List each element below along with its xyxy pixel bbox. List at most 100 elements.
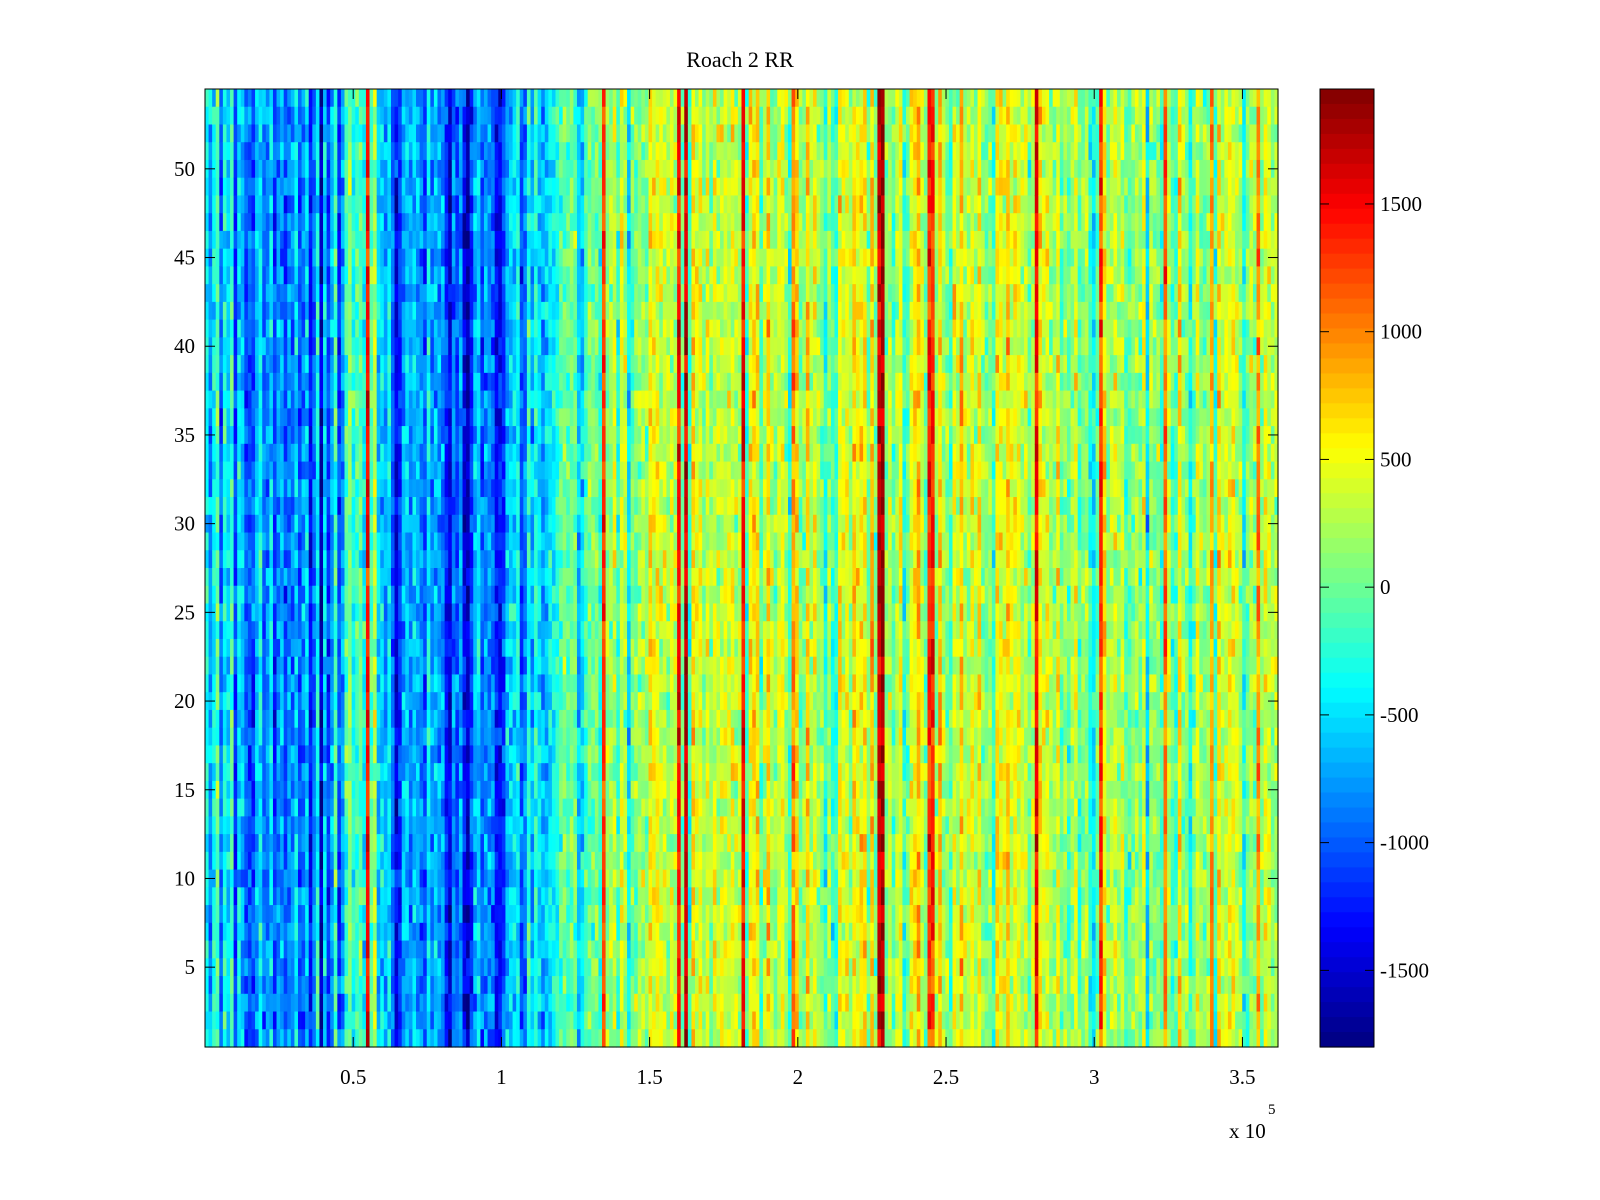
heatmap-cell	[373, 976, 378, 995]
heatmap-cell	[294, 692, 299, 711]
heatmap-cell	[255, 976, 260, 995]
heatmap-cell	[251, 177, 256, 197]
heatmap-cell	[408, 550, 414, 569]
heatmap-cell	[294, 284, 299, 303]
heatmap-cell	[362, 887, 367, 906]
heatmap-cell	[448, 674, 453, 693]
heatmap-cell	[208, 301, 213, 321]
heatmap-cell	[344, 780, 349, 800]
heatmap-cell	[240, 301, 245, 321]
heatmap-cell	[319, 958, 324, 977]
heatmap-cell	[423, 585, 428, 605]
heatmap-cell	[294, 461, 299, 480]
heatmap-cell	[265, 337, 270, 356]
heatmap-cell	[251, 763, 256, 782]
heatmap-cell	[376, 1029, 381, 1048]
heatmap-cell	[226, 958, 231, 977]
heatmap-cell	[405, 124, 410, 143]
heatmap-cell	[380, 816, 385, 835]
heatmap-cell	[272, 337, 278, 356]
heatmap-cell	[398, 638, 403, 658]
heatmap-cell	[219, 674, 224, 693]
heatmap-cell	[333, 674, 338, 693]
heatmap-cell	[337, 621, 342, 640]
heatmap-cell	[509, 195, 514, 214]
heatmap-cell	[230, 355, 235, 374]
heatmap-cell	[308, 709, 313, 729]
heatmap-cell	[219, 408, 224, 427]
heatmap-cell	[501, 1029, 507, 1048]
heatmap-cell	[426, 958, 431, 977]
heatmap-column	[297, 89, 303, 1048]
heatmap-cell	[373, 177, 378, 197]
heatmap-cell	[272, 621, 278, 640]
heatmap-cell	[355, 976, 360, 995]
heatmap-cell	[416, 337, 421, 356]
heatmap-cell	[412, 976, 417, 995]
heatmap-cell	[512, 621, 517, 640]
heatmap-cell	[441, 337, 446, 356]
heatmap-cell	[398, 834, 403, 853]
heatmap-cell	[476, 461, 482, 480]
heatmap-cell	[509, 745, 514, 764]
heatmap-cell	[269, 1011, 274, 1030]
heatmap-cell	[423, 1029, 428, 1048]
heatmap-cell	[466, 940, 471, 959]
heatmap-cell	[419, 709, 424, 729]
heatmap-cell	[280, 692, 285, 711]
heatmap-cell	[358, 1029, 363, 1048]
heatmap-cell	[344, 461, 349, 480]
heatmap-cell	[473, 1011, 478, 1030]
heatmap-cell	[297, 301, 303, 321]
heatmap-cell	[237, 816, 242, 835]
heatmap-cell	[215, 887, 220, 906]
heatmap-cell	[423, 851, 428, 871]
heatmap-cell	[498, 993, 503, 1013]
heatmap-cell	[297, 390, 303, 409]
heatmap-cell	[305, 727, 310, 747]
heatmap-cell	[416, 124, 421, 143]
heatmap-cell	[516, 266, 521, 285]
heatmap-column	[516, 89, 521, 1048]
heatmap-cell	[526, 355, 532, 374]
heatmap-cell	[369, 301, 374, 321]
heatmap-cell	[244, 426, 249, 445]
heatmap-cell	[305, 266, 310, 285]
heatmap-cell	[455, 709, 460, 729]
heatmap-column	[355, 89, 360, 1048]
heatmap-cell	[394, 780, 399, 800]
heatmap-cell	[494, 585, 499, 605]
heatmap-cell	[362, 638, 367, 658]
heatmap-cell	[233, 656, 238, 676]
heatmap-cell	[491, 355, 496, 374]
heatmap-cell	[319, 550, 324, 569]
heatmap-cell	[308, 337, 313, 356]
heatmap-cell	[226, 514, 231, 534]
heatmap-cell	[297, 426, 303, 445]
heatmap-cell	[380, 461, 385, 480]
heatmap-cell	[441, 568, 446, 587]
heatmap-cell	[426, 674, 431, 693]
heatmap-cell	[240, 319, 245, 338]
heatmap-cell	[337, 390, 342, 409]
heatmap-cell	[326, 1029, 331, 1048]
heatmap-cell	[344, 159, 349, 179]
heatmap-cell	[244, 976, 249, 995]
heatmap-cell	[262, 319, 267, 338]
heatmap-cell	[376, 213, 381, 232]
heatmap-cell	[390, 851, 396, 871]
heatmap-cell	[469, 408, 474, 427]
heatmap-cell	[448, 1011, 453, 1030]
heatmap-cell	[312, 976, 317, 995]
heatmap-cell	[215, 159, 220, 179]
heatmap-column	[494, 89, 499, 1048]
heatmap-cell	[512, 745, 517, 764]
heatmap-cell	[312, 816, 317, 835]
heatmap-cell	[244, 816, 249, 835]
heatmap-cell	[276, 568, 281, 587]
heatmap-cell	[272, 1029, 278, 1048]
heatmap-cell	[355, 940, 360, 959]
heatmap-cell	[394, 727, 399, 747]
heatmap-cell	[483, 674, 489, 693]
heatmap-cell	[305, 550, 310, 569]
